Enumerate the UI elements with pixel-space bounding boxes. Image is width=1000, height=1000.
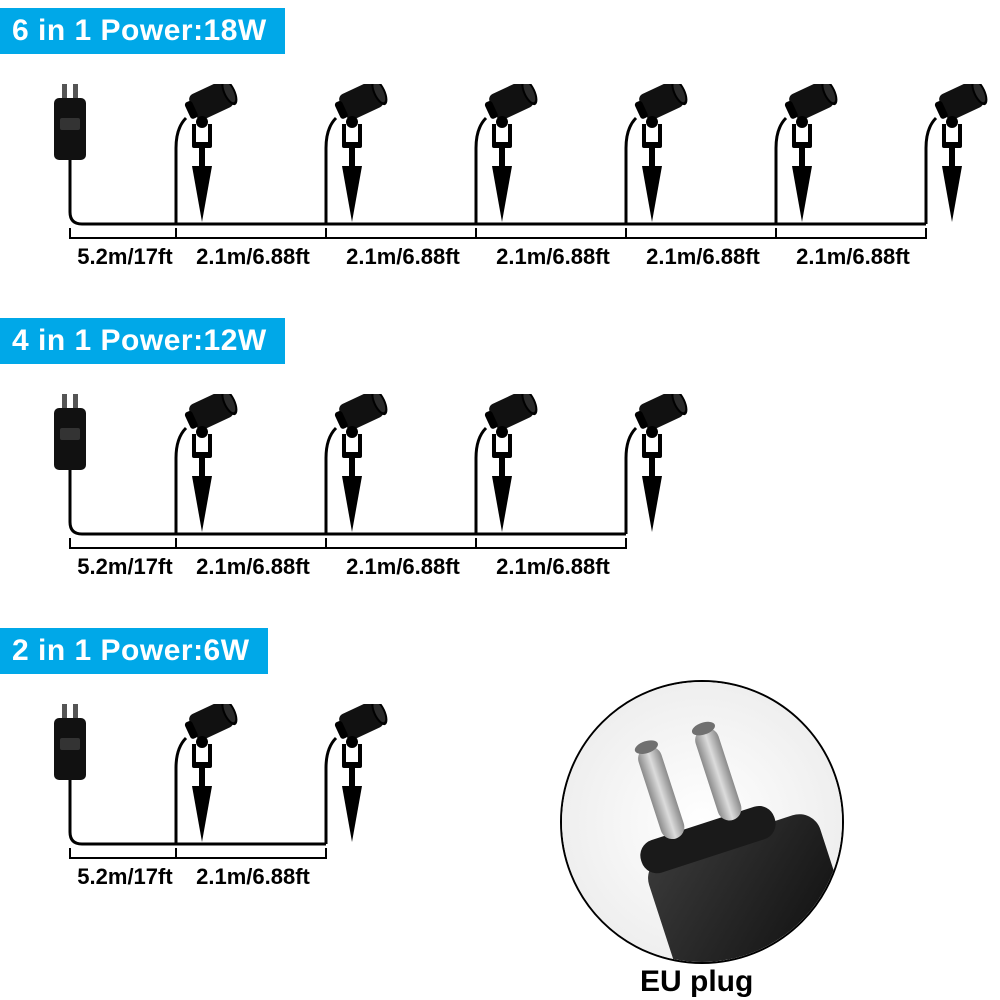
config-section: 2 in 1 Power:6W xyxy=(0,628,1000,894)
spotlight-icon xyxy=(320,394,400,534)
plug-type-label: EU plug xyxy=(640,965,753,999)
segment-length-label: 2.1m/6.88ft xyxy=(633,244,773,270)
config-section: 6 in 1 Power:18W xyxy=(0,8,1000,274)
segment-length-label: 2.1m/6.88ft xyxy=(783,244,923,270)
wiring-diagram: 5.2m/17ft2.1m/6.88ft xyxy=(0,684,1000,894)
config-section: 4 in 1 Power:12W xyxy=(0,318,1000,584)
wiring-diagram: 5.2m/17ft2.1m/6.88ft2.1m/6.88ft2.1m/6.88… xyxy=(0,64,1000,274)
segment-length-label: 2.1m/6.88ft xyxy=(483,244,623,270)
spotlight-icon xyxy=(170,84,250,224)
spotlight-icon xyxy=(470,84,550,224)
spotlight-icon xyxy=(170,394,250,534)
spotlight-icon xyxy=(770,84,850,224)
config-header: 2 in 1 Power:6W xyxy=(0,628,268,674)
segment-length-label: 2.1m/6.88ft xyxy=(333,244,473,270)
plug-detail-circle xyxy=(560,680,844,964)
segment-length-label: 2.1m/6.88ft xyxy=(483,554,623,580)
segment-length-label: 2.1m/6.88ft xyxy=(183,864,323,890)
spotlight-icon xyxy=(920,84,1000,224)
spotlight-icon xyxy=(470,394,550,534)
spotlight-icon xyxy=(170,704,250,844)
spotlight-icon xyxy=(620,394,700,534)
segment-length-label: 2.1m/6.88ft xyxy=(183,244,323,270)
config-header: 4 in 1 Power:12W xyxy=(0,318,285,364)
spotlight-icon xyxy=(320,84,400,224)
segment-length-label: 2.1m/6.88ft xyxy=(183,554,323,580)
wiring-diagram: 5.2m/17ft2.1m/6.88ft2.1m/6.88ft2.1m/6.88… xyxy=(0,374,1000,584)
spotlight-icon xyxy=(320,704,400,844)
segment-length-label: 2.1m/6.88ft xyxy=(333,554,473,580)
config-header: 6 in 1 Power:18W xyxy=(0,8,285,54)
spotlight-icon xyxy=(620,84,700,224)
